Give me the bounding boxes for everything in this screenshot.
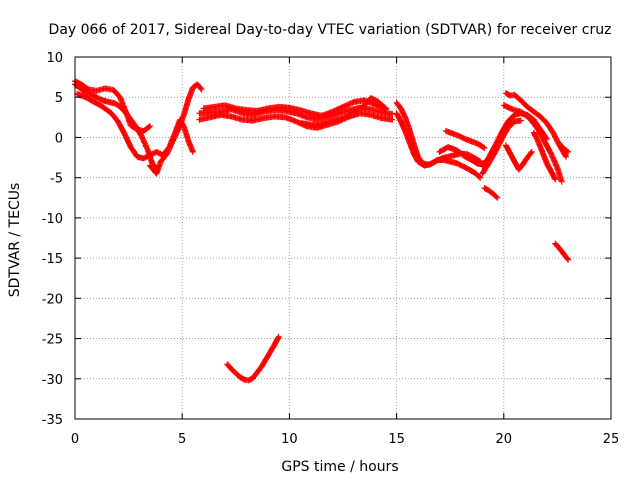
series-seg-k: [393, 110, 484, 181]
series-markers: [479, 117, 524, 177]
y-tick-label: -15: [42, 252, 63, 267]
y-tick-label: -20: [42, 292, 63, 307]
series-markers: [224, 333, 282, 384]
y-tick-label: -10: [42, 212, 63, 227]
series-markers: [436, 144, 488, 167]
data-series: [72, 78, 572, 384]
x-tick-label: 5: [178, 432, 186, 447]
series-markers: [481, 185, 501, 201]
y-tick-label: -35: [42, 413, 63, 428]
y-tick-label: 0: [55, 131, 63, 146]
series-seg-o: [479, 117, 524, 177]
axes: 0 5 10 15 20 25 10 5 0 -5 -10 -15 -20 -25 -30 -35: [42, 51, 620, 447]
x-tick-label: 20: [496, 432, 513, 447]
series-markers: [442, 128, 488, 151]
series-seg-m: [442, 128, 488, 151]
y-tick-label: 5: [55, 91, 63, 106]
series-markers: [393, 110, 484, 181]
x-tick-label: 0: [71, 432, 79, 447]
series-seg-q: [500, 102, 565, 185]
series-markers: [72, 78, 153, 134]
y-tick-label: -25: [42, 333, 63, 348]
x-tick-label: 10: [281, 432, 298, 447]
series-seg-d: [147, 81, 205, 177]
y-tick-label: 10: [46, 51, 63, 66]
series-markers: [530, 129, 559, 183]
grid-lines: [75, 57, 611, 419]
series-seg-h: [297, 95, 389, 128]
series-seg-s: [502, 142, 535, 173]
x-axis-label: GPS time / hours: [281, 459, 398, 475]
y-tick-label: -30: [42, 373, 63, 388]
series-seg-i: [224, 333, 282, 384]
y-tick-label: -5: [50, 172, 63, 187]
series-seg-b: [72, 78, 153, 134]
series-seg-l: [436, 144, 488, 167]
x-tick-label: 15: [388, 432, 405, 447]
series-seg-u: [481, 185, 501, 201]
plot-frame: [74, 56, 612, 420]
series-seg-v: [552, 240, 572, 263]
series-seg-t: [556, 140, 572, 155]
series-markers: [556, 140, 572, 155]
series-markers: [502, 142, 535, 173]
series-seg-r: [530, 129, 559, 183]
y-axis-label: SDTVAR / TECUs: [7, 183, 23, 298]
x-tick-label: 25: [603, 432, 620, 447]
series-markers: [147, 81, 205, 177]
series-markers: [552, 240, 572, 263]
series-markers: [500, 102, 565, 185]
series-markers: [297, 95, 389, 128]
chart-title: Day 066 of 2017, Sidereal Day-to-day VTE…: [49, 22, 612, 38]
